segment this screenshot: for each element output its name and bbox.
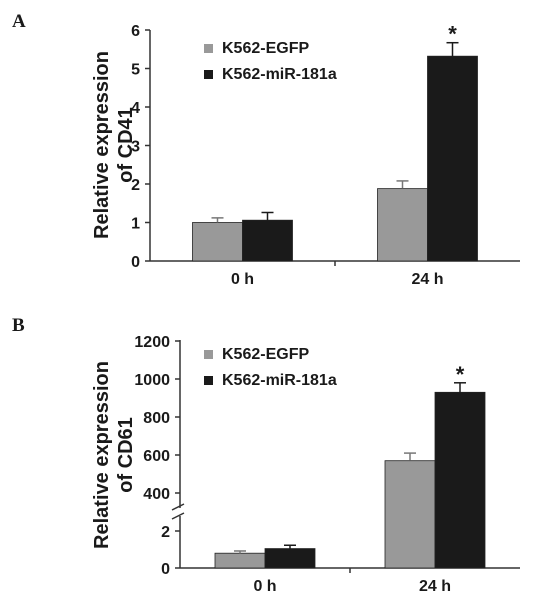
y-axis-label-line: of CD61 [115,417,137,493]
legend-label-k562-mir-181a: K562-miR-181a [222,372,337,389]
x-tick-label-24-h: 24 h [411,271,443,288]
legend-label-k562-egfp: K562-EGFP [222,346,309,363]
legend-label-k562-egfp: K562-EGFP [222,40,309,57]
axis-break-gap [176,508,184,516]
y-tick-label: 0 [161,561,170,578]
y-tick-label: 6 [131,23,140,40]
bar-k562-mir-181a-0-h [264,548,316,569]
panel-letter-b: B [12,315,25,336]
axis-break-mark [171,503,185,511]
bar-k562-egfp-24-h [384,460,436,569]
y-axis-label: Relative expression of CD41 [91,51,137,239]
axis-break-mark [171,512,185,520]
y-tick-label: 400 [143,486,170,503]
y-tick-label: 5 [131,62,140,79]
y-tick-label: 2 [131,177,140,194]
legend-label-k562-mir-181a: K562-miR-181a [222,66,337,83]
y-axis-label: Relative expression of CD61 [91,361,137,549]
bar-k562-mir-181a-0-h [242,219,293,262]
panel-letter-a: A [12,11,26,32]
bar-k562-mir-181a-24-h [434,391,486,569]
y-tick-label: 1000 [134,372,170,389]
x-tick-label-0-h: 0 h [253,578,276,595]
y-tick-label: 3 [131,139,140,156]
x-tick-label-24-h: 24 h [419,578,451,595]
y-axis-label-line: Relative expression [91,51,113,239]
y-axis-label-line: of CD41 [115,107,137,183]
bar-k562-mir-181a-24-h [427,55,478,262]
x-tick-label-0-h: 0 h [231,271,254,288]
bar-k562-egfp-24-h [377,188,428,262]
legend-swatch-k562-egfp [204,350,213,359]
legend-swatch-k562-mir-181a [204,70,213,79]
y-axis-label-line: Relative expression [91,361,113,549]
bar-k562-egfp-0-h [192,222,243,262]
legend-swatch-k562-mir-181a [204,376,213,385]
chart-cd41: 0 1 2 3 4 5 6 0 h 24 h * K562-EGFP K562-miR-181a Rel… [91,22,520,288]
significance-star: * [448,22,457,47]
y-tick-label: 1200 [134,334,170,351]
bar-k562-egfp-0-h [214,552,266,569]
y-tick-label: 600 [143,448,170,465]
y-tick-label: 4 [131,100,140,117]
chart-cd61: 0 2 400 600 800 1000 1200 0 h 24 h * K562-EGFP K562… [91,334,520,595]
y-tick-label: 0 [131,254,140,271]
y-tick-label: 800 [143,410,170,427]
significance-star: * [456,362,465,387]
y-tick-label: 1 [131,216,140,233]
y-tick-label: 2 [161,524,170,541]
legend-swatch-k562-egfp [204,44,213,53]
